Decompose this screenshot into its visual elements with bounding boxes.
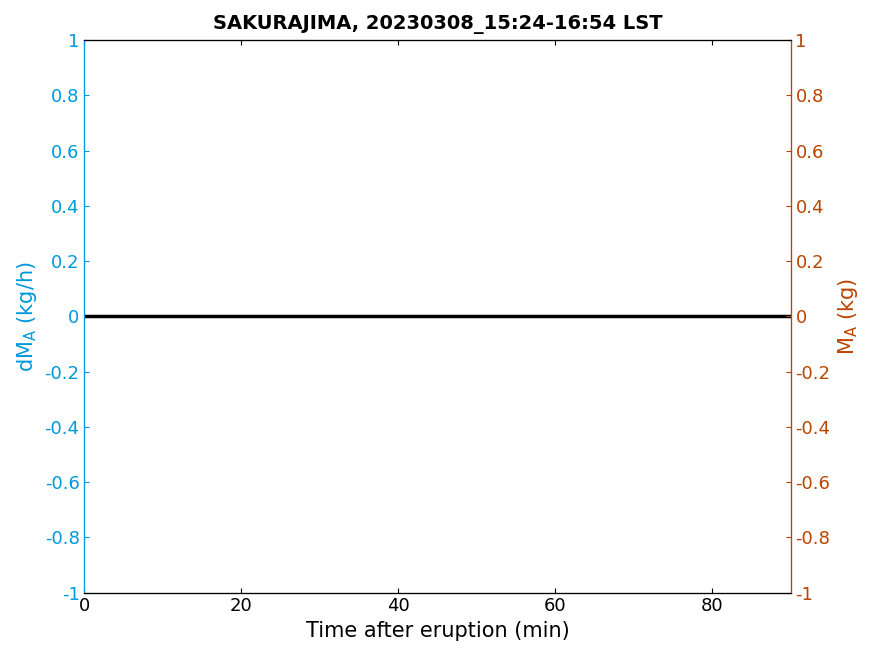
X-axis label: Time after eruption (min): Time after eruption (min)	[305, 621, 570, 641]
Y-axis label: $\mathrm{dM_A}$ (kg/h): $\mathrm{dM_A}$ (kg/h)	[15, 261, 39, 372]
Y-axis label: $\mathrm{M_A}$ (kg): $\mathrm{M_A}$ (kg)	[836, 277, 860, 355]
Title: SAKURAJIMA, 20230308_15:24-16:54 LST: SAKURAJIMA, 20230308_15:24-16:54 LST	[213, 15, 662, 34]
